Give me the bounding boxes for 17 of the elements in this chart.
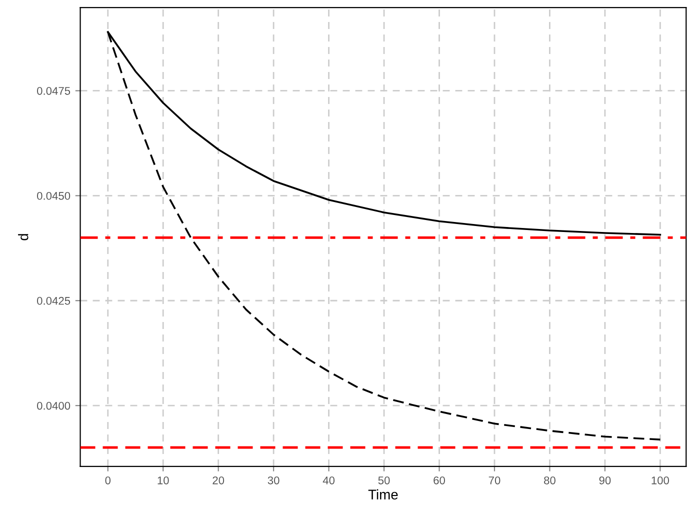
x-tick-label: 50	[378, 476, 390, 484]
y-tick-label: 0.0400	[37, 402, 70, 410]
x-tick-label: 100	[652, 476, 670, 484]
x-tick-label: 10	[158, 476, 169, 484]
x-tick-label: 90	[599, 476, 611, 484]
y-axis-title: d	[18, 234, 28, 240]
y-tick-label: 0.0425	[37, 296, 70, 305]
y-tick-label: 0.0450	[37, 192, 70, 200]
x-tick-label: 70	[488, 476, 500, 484]
x-tick-label: 30	[268, 476, 280, 484]
x-tick-label: 0	[105, 476, 111, 484]
x-tick-label: 20	[212, 476, 224, 484]
x-axis-title: Time	[368, 489, 398, 500]
x-tick-label: 80	[544, 476, 556, 484]
x-tick-label: 40	[322, 476, 335, 484]
y-tick-label: 0.0475	[37, 86, 70, 95]
x-tick-label: 60	[434, 476, 446, 484]
